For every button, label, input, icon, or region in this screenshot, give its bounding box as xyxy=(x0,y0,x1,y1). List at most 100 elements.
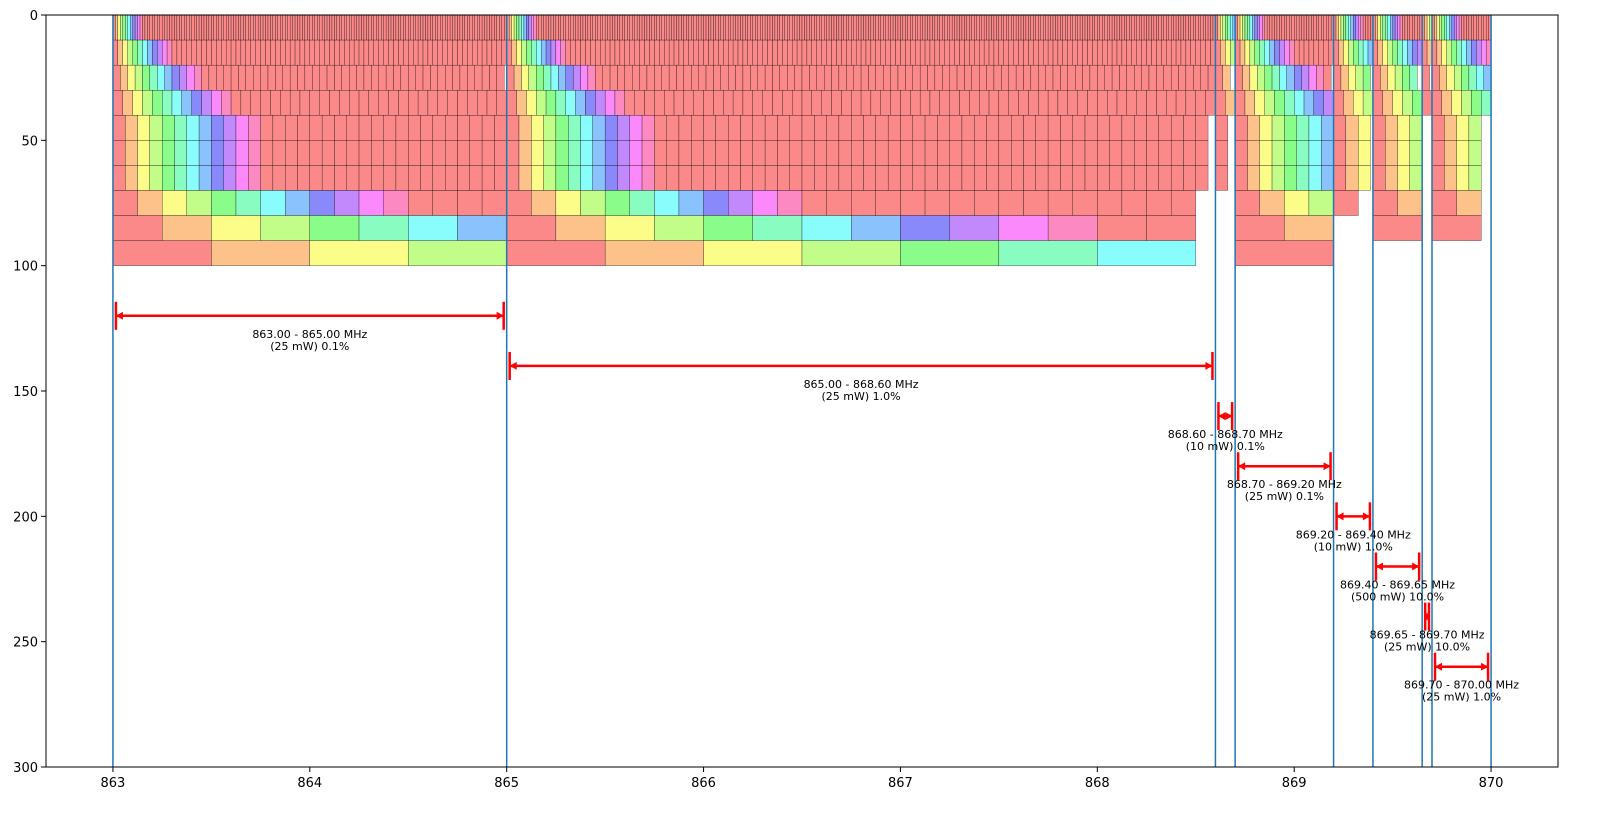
channel-cell xyxy=(1082,14,1086,41)
channel-cell xyxy=(723,90,734,116)
channel-cell xyxy=(403,14,406,41)
channel-cell xyxy=(1350,14,1354,41)
channel-cell xyxy=(1124,14,1127,41)
channel-cell xyxy=(860,90,872,116)
channel-cell xyxy=(1060,140,1073,166)
channel-cell xyxy=(826,39,832,66)
channel-cell xyxy=(506,190,532,216)
channel-cell xyxy=(789,14,793,41)
channel-cell xyxy=(705,14,709,41)
channel-cell xyxy=(1439,14,1442,41)
channel-cell xyxy=(1234,90,1246,116)
channel-cell xyxy=(1089,64,1098,91)
channel-cell xyxy=(1023,115,1036,141)
channel-cell xyxy=(1377,14,1381,41)
channel-cell xyxy=(1372,140,1386,166)
channel-cell xyxy=(698,64,707,91)
channel-cell xyxy=(344,14,347,41)
channel-cell xyxy=(159,14,163,41)
channel-cell xyxy=(998,215,1049,241)
channel-cell xyxy=(720,64,729,91)
channel-cell xyxy=(959,14,963,41)
channel-cell xyxy=(1259,140,1273,166)
channel-cell xyxy=(887,115,901,141)
channel-cell xyxy=(134,14,138,41)
channel-cell xyxy=(513,64,522,91)
channel-cell xyxy=(821,90,832,116)
channel-cell xyxy=(398,90,409,116)
channel-cell xyxy=(636,14,640,41)
channel-cell xyxy=(691,140,704,166)
channel-cell xyxy=(235,140,249,166)
channel-cell xyxy=(378,90,389,116)
channel-cell xyxy=(974,14,977,41)
channel-cell xyxy=(272,14,276,41)
channel-cell xyxy=(270,39,276,66)
channel-cell xyxy=(275,64,283,91)
channel-cell xyxy=(496,14,500,41)
channel-cell xyxy=(378,64,387,91)
channel-cell xyxy=(1279,39,1285,66)
channel-cell xyxy=(1215,165,1228,191)
channel-cell xyxy=(198,140,212,166)
channel-cell xyxy=(1296,14,1300,41)
channel-cell xyxy=(693,39,699,66)
channel-cell xyxy=(302,14,306,41)
channel-cell xyxy=(1402,90,1413,116)
channel-cell xyxy=(870,90,881,116)
channel-cell xyxy=(1072,14,1076,41)
channel-cell xyxy=(312,14,315,41)
channel-cell xyxy=(1449,14,1452,41)
channel-cell xyxy=(191,90,202,116)
channel-cell xyxy=(1461,14,1465,41)
channel-cell xyxy=(964,14,968,41)
band-annotation: 868.70 - 869.20 MHz(25 mW) 0.1% xyxy=(1227,452,1342,503)
channel-cell xyxy=(949,90,960,116)
channel-cell xyxy=(851,115,864,141)
channel-cell xyxy=(779,14,783,41)
channel-cell xyxy=(358,39,365,66)
channel-cell xyxy=(472,39,478,66)
channel-cell xyxy=(730,14,734,41)
channel-cell xyxy=(267,64,276,91)
channel-cell xyxy=(826,190,852,216)
channel-cell xyxy=(762,39,768,66)
channel-cell xyxy=(393,14,397,41)
channel-cell xyxy=(408,115,421,141)
channel-cell xyxy=(993,14,997,41)
channel-cell xyxy=(1249,39,1255,66)
channel-cell xyxy=(1035,140,1049,166)
band-arrow-head-left xyxy=(1238,462,1246,471)
channel-cell xyxy=(270,90,281,116)
channel-cell xyxy=(117,14,121,41)
channel-cell xyxy=(260,140,274,166)
channel-cell xyxy=(575,90,586,116)
channel-cell xyxy=(806,14,810,41)
channel-cell xyxy=(285,14,288,41)
channel-cell xyxy=(1444,14,1447,41)
channel-cell xyxy=(1151,14,1155,41)
channel-cell xyxy=(196,14,200,41)
channel-cell xyxy=(1033,14,1036,41)
channel-cell xyxy=(708,14,712,41)
channel-cell xyxy=(895,39,901,66)
channel-cell xyxy=(437,14,441,41)
channel-cell xyxy=(585,14,589,41)
channel-cell xyxy=(260,190,286,216)
channel-cell xyxy=(383,14,387,41)
channel-cell xyxy=(152,90,163,116)
band-arrow-head-right xyxy=(1225,412,1233,421)
channel-cell xyxy=(703,115,717,141)
channel-cell xyxy=(162,14,165,41)
channel-cell xyxy=(112,190,138,216)
channel-cell xyxy=(297,14,301,41)
channel-cell xyxy=(326,64,335,91)
channel-cell xyxy=(580,64,589,91)
channel-cell xyxy=(457,115,470,141)
channel-cell xyxy=(683,39,689,66)
channel-cell xyxy=(132,90,143,116)
channel-cell xyxy=(678,165,692,191)
channel-cell xyxy=(1372,90,1383,116)
channel-cell xyxy=(1409,14,1413,41)
channel-cell xyxy=(912,115,926,141)
